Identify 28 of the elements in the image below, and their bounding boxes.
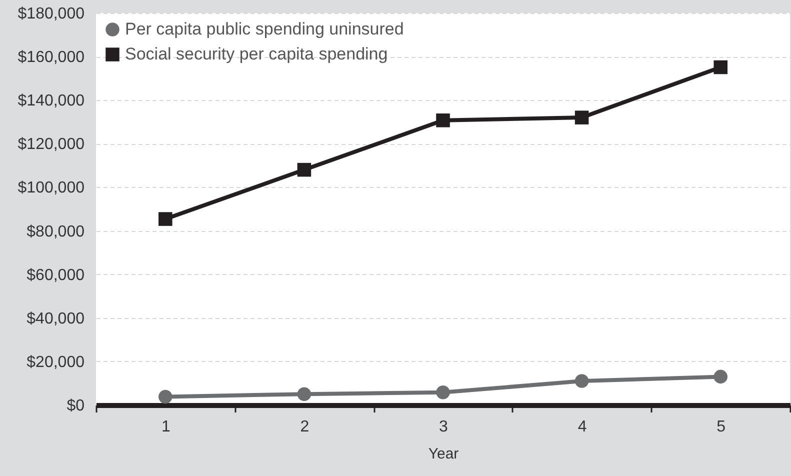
point <box>158 390 172 404</box>
legend-label: Per capita public spending uninsured <box>125 20 404 38</box>
point <box>297 162 312 177</box>
y-tick-label: $140,000 <box>18 92 85 110</box>
y-tick-label: $0 <box>66 398 85 414</box>
y-tick-label: $100,000 <box>18 180 85 197</box>
y-tick-label: $60,000 <box>26 266 85 284</box>
point <box>714 370 728 384</box>
point <box>574 110 589 124</box>
x-tick-label: 2 <box>300 418 310 436</box>
x-tick-label: 4 <box>578 418 587 436</box>
point <box>714 60 728 74</box>
x-tick-label: 3 <box>439 418 448 436</box>
y-tick-label: $20,000 <box>26 354 85 371</box>
point <box>436 385 450 400</box>
y-tick-label: $160,000 <box>18 49 85 66</box>
x-tick-label: 5 <box>716 418 726 436</box>
point <box>436 113 450 128</box>
point <box>297 387 312 401</box>
y-tick-label: $120,000 <box>18 136 85 154</box>
y-tick-label: $80,000 <box>26 223 85 240</box>
y-tick-label: $40,000 <box>26 310 85 328</box>
legend-label: Social security per capita spending <box>125 44 388 64</box>
point <box>574 374 589 388</box>
point <box>158 212 172 226</box>
x-axis-title: Year <box>428 446 459 462</box>
y-tick-label: $180,000 <box>18 6 85 22</box>
x-tick-label: 1 <box>161 418 170 436</box>
